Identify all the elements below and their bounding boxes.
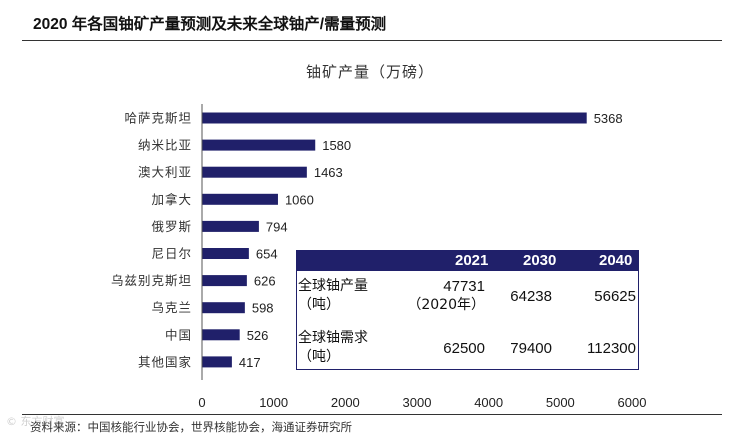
- bar: [202, 220, 259, 232]
- column-header-2021: 2021: [455, 252, 489, 269]
- category-label: 加拿大: [151, 192, 192, 207]
- forecast-table: 2021 2030 2040 全球铀产量 （吨） 47731 （2020年） 6…: [296, 250, 639, 370]
- bar: [202, 193, 278, 205]
- cell-production-2021: 47731 （2020年）: [407, 278, 485, 313]
- category-label: 哈萨克斯坦: [124, 111, 192, 126]
- footer-divider: [22, 414, 722, 415]
- bar: [202, 356, 232, 368]
- category-label: 澳大利亚: [138, 165, 192, 180]
- row-label-demand: 全球铀需求 （吨）: [298, 330, 368, 365]
- data-label: 654: [256, 247, 278, 262]
- data-label: 598: [252, 301, 274, 316]
- category-label: 尼日尔: [151, 246, 192, 261]
- source-note: 资料来源：中国核能行业协会，世界核能协会，海通证券研究所: [30, 420, 352, 434]
- cell-demand-2021: 62500: [443, 340, 485, 357]
- bar: [202, 166, 307, 178]
- category-label: 其他国家: [138, 354, 192, 369]
- data-label: 1060: [285, 192, 314, 207]
- row-label-production: 全球铀产量 （吨）: [298, 278, 368, 313]
- header-divider: [22, 40, 722, 41]
- data-label: 526: [247, 328, 269, 343]
- bar: [202, 302, 245, 314]
- bar: [202, 275, 247, 287]
- data-label: 1463: [314, 165, 343, 180]
- bar: [202, 139, 316, 151]
- page-title: 2020 年各国铀矿产量预测及未来全球铀产/需量预测: [33, 16, 387, 33]
- x-tick-label: 4000: [474, 395, 503, 410]
- category-label: 纳米比亚: [138, 138, 192, 153]
- x-tick-label: 0: [198, 395, 205, 410]
- cell-production-2030: 64238: [510, 288, 552, 305]
- data-label: 5368: [594, 111, 623, 126]
- column-header-2040: 2040: [599, 252, 633, 269]
- watermark: © 东方财富: [6, 415, 65, 428]
- x-tick-label: 1000: [259, 395, 288, 410]
- x-tick-label: 6000: [618, 395, 647, 410]
- category-label: 俄罗斯: [151, 219, 192, 234]
- bar: [202, 112, 587, 124]
- chart-title: 铀矿产量（万磅）: [306, 63, 434, 81]
- table-header: 2021 2030 2040: [297, 251, 638, 271]
- bar: [202, 248, 249, 259]
- column-header-2030: 2030: [523, 252, 557, 269]
- category-label: 乌克兰: [151, 300, 192, 315]
- data-label: 1580: [322, 138, 351, 153]
- data-label: 794: [266, 219, 288, 234]
- data-label: 417: [239, 355, 261, 370]
- cell-production-2040: 56625: [594, 288, 636, 305]
- bar-group: 哈萨克斯坦 5368 纳米比亚 1580 澳大利亚 1463 加拿大 1060 俄罗斯 794 尼日…: [111, 111, 623, 370]
- data-label: 626: [254, 274, 276, 289]
- bar: [202, 329, 240, 341]
- cell-demand-2040: 112300: [587, 340, 636, 357]
- category-label: 中国: [165, 327, 192, 342]
- x-axis: 0 1000 2000 3000 4000 5000 6000: [198, 104, 646, 410]
- x-tick-label: 5000: [546, 395, 575, 410]
- cell-demand-2030: 79400: [510, 340, 552, 357]
- category-label: 乌兹别克斯坦: [111, 273, 192, 288]
- x-tick-label: 2000: [331, 395, 360, 410]
- x-tick-label: 3000: [403, 395, 432, 410]
